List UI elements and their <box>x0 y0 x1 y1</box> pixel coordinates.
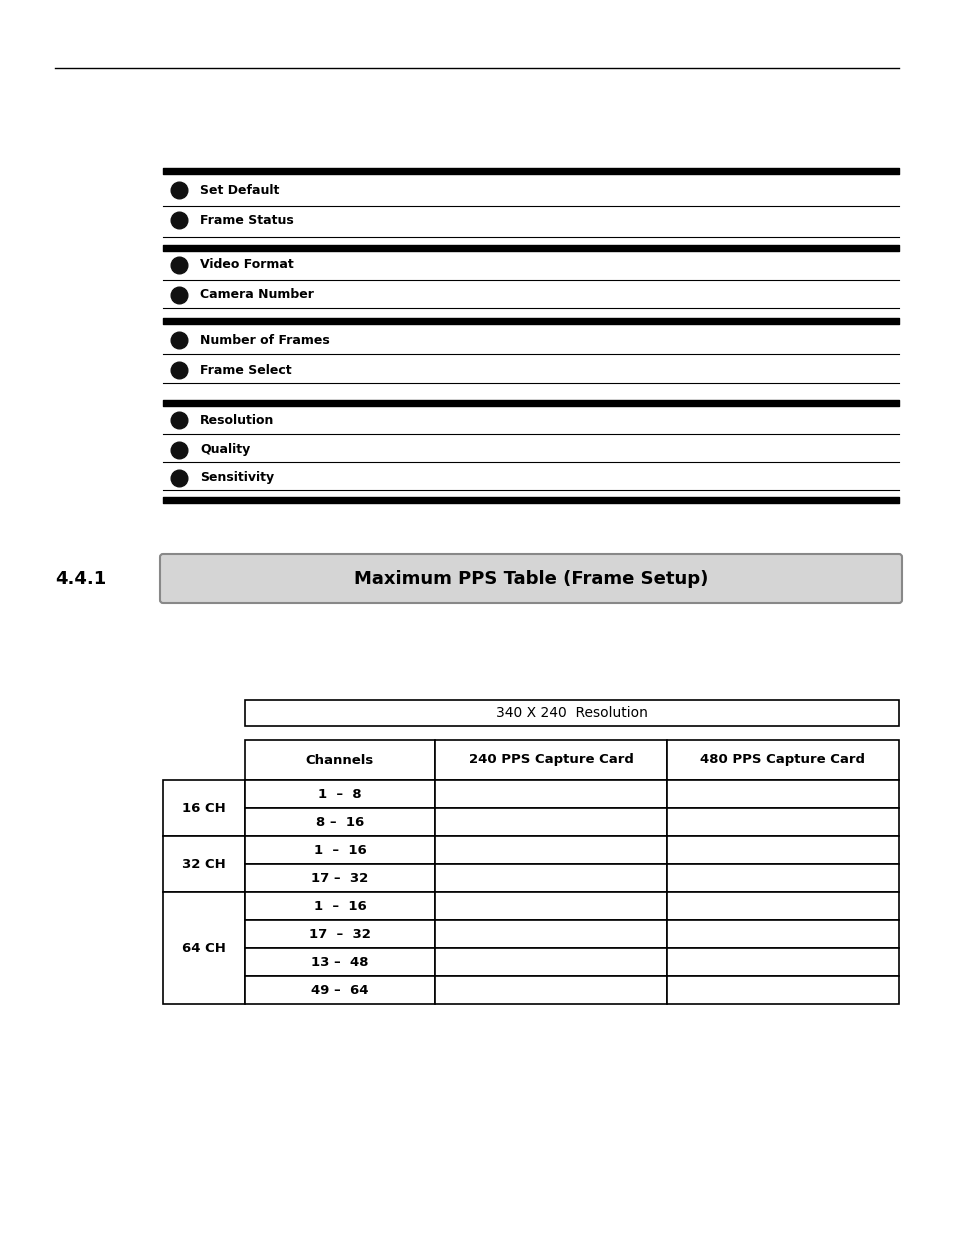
Text: 17  –  32: 17 – 32 <box>309 927 371 941</box>
Bar <box>245 808 435 836</box>
Bar <box>435 976 666 1004</box>
Text: 17 –  32: 17 – 32 <box>311 872 368 884</box>
Text: Maximum PPS Table (Frame Setup): Maximum PPS Table (Frame Setup) <box>354 569 707 588</box>
Bar <box>666 808 898 836</box>
Bar <box>435 808 666 836</box>
Bar <box>245 700 898 726</box>
Text: Sensitivity: Sensitivity <box>200 472 274 484</box>
Text: 1  –  16: 1 – 16 <box>314 899 366 913</box>
Text: 16 CH: 16 CH <box>182 802 226 815</box>
Bar <box>666 920 898 948</box>
Bar <box>245 948 435 976</box>
Text: Camera Number: Camera Number <box>200 289 314 301</box>
Bar <box>666 948 898 976</box>
Text: 64 CH: 64 CH <box>182 941 226 955</box>
Bar <box>435 864 666 892</box>
Bar <box>163 781 245 836</box>
Bar <box>435 948 666 976</box>
Text: 1  –  8: 1 – 8 <box>318 788 361 800</box>
Text: Frame Status: Frame Status <box>200 214 294 226</box>
Text: 8 –  16: 8 – 16 <box>315 815 364 829</box>
Bar <box>245 976 435 1004</box>
Text: Set Default: Set Default <box>200 184 279 196</box>
Bar <box>666 976 898 1004</box>
Text: 32 CH: 32 CH <box>182 857 226 871</box>
Bar <box>245 920 435 948</box>
Text: Video Format: Video Format <box>200 258 294 272</box>
Bar <box>245 781 435 808</box>
Text: 340 X 240  Resolution: 340 X 240 Resolution <box>496 706 647 720</box>
Text: 49 –  64: 49 – 64 <box>311 983 369 997</box>
Bar <box>435 836 666 864</box>
Text: Quality: Quality <box>200 443 250 457</box>
Bar <box>435 892 666 920</box>
Text: 13 –  48: 13 – 48 <box>311 956 369 968</box>
Bar <box>245 836 435 864</box>
Bar <box>666 892 898 920</box>
Bar <box>163 892 245 1004</box>
Bar <box>435 740 666 781</box>
Bar <box>666 740 898 781</box>
Bar <box>245 864 435 892</box>
Bar <box>666 781 898 808</box>
Text: Number of Frames: Number of Frames <box>200 333 330 347</box>
Text: Frame Select: Frame Select <box>200 363 292 377</box>
Bar <box>666 836 898 864</box>
Bar <box>666 864 898 892</box>
Bar <box>245 740 435 781</box>
Text: 480 PPS Capture Card: 480 PPS Capture Card <box>700 753 864 767</box>
Text: 240 PPS Capture Card: 240 PPS Capture Card <box>468 753 633 767</box>
Bar <box>163 836 245 892</box>
FancyBboxPatch shape <box>160 555 901 603</box>
Text: Channels: Channels <box>306 753 374 767</box>
Bar <box>435 781 666 808</box>
Text: 1  –  16: 1 – 16 <box>314 844 366 857</box>
Bar <box>435 920 666 948</box>
Text: Resolution: Resolution <box>200 414 274 426</box>
Text: 4.4.1: 4.4.1 <box>55 569 106 588</box>
Bar <box>245 892 435 920</box>
